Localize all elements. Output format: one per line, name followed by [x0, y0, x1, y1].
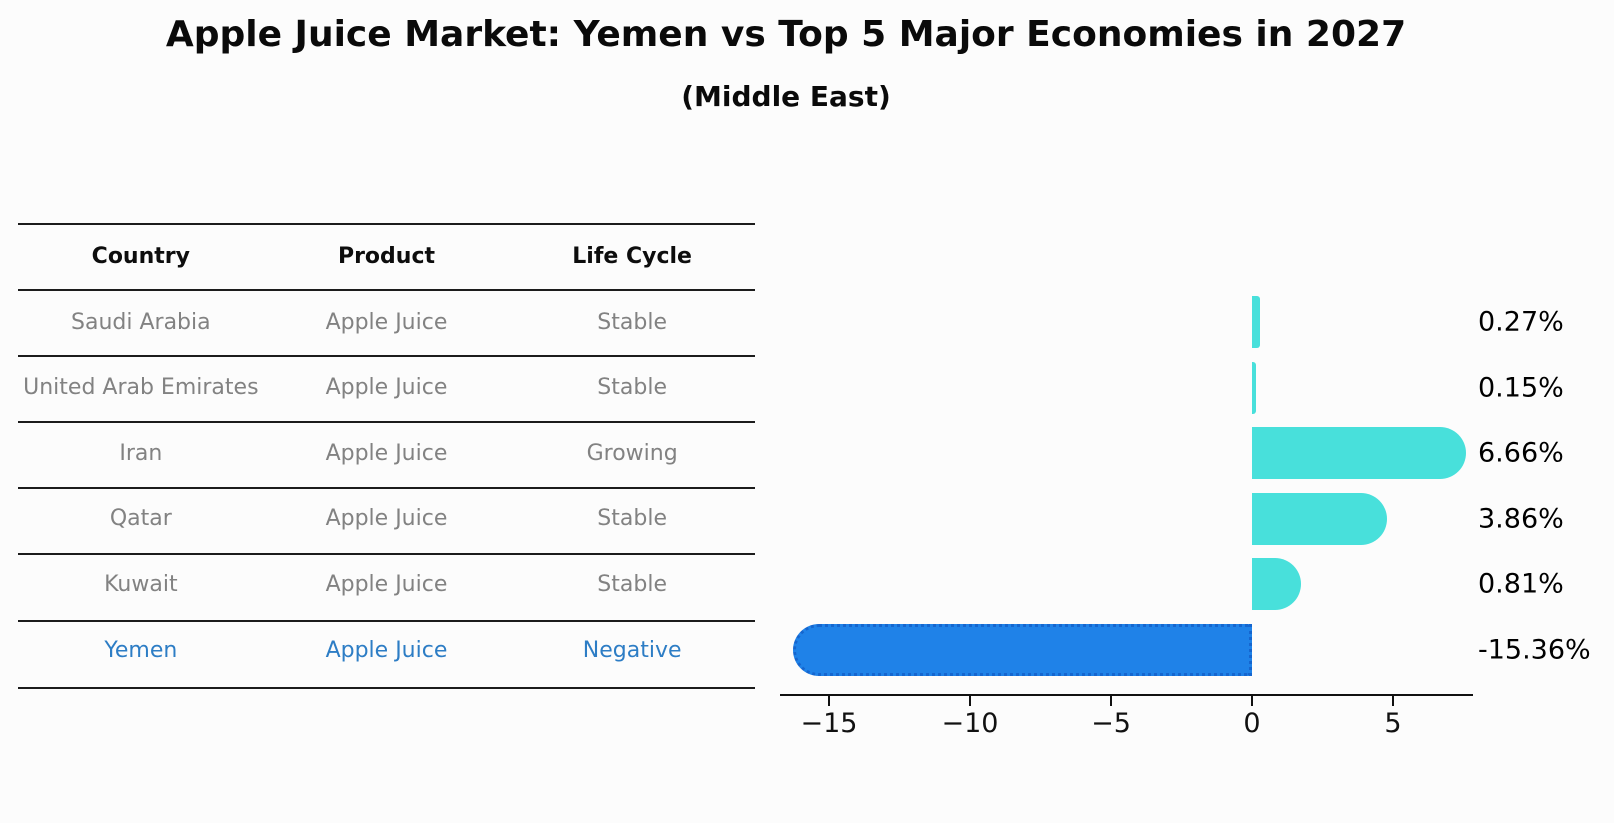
x-tick-label: −5	[1091, 708, 1131, 739]
table-grid-line	[18, 687, 755, 689]
chart-subtitle: (Middle East)	[681, 80, 891, 113]
table-row-iran: Iran Apple Juice Growing	[18, 438, 755, 468]
table-cell-product: Apple Juice	[325, 309, 448, 335]
value-label-saudi-arabia: 0.27%	[1478, 306, 1564, 338]
x-tick-label: 0	[1243, 708, 1261, 739]
table-row-kuwait: Kuwait Apple Juice Stable	[18, 569, 755, 599]
table-cell-country: Iran	[119, 440, 163, 466]
column-header-life-cycle: Life Cycle	[572, 243, 692, 269]
x-tick-mark	[1110, 694, 1112, 706]
table-grid-line	[18, 223, 755, 225]
value-label-qatar: 3.86%	[1478, 503, 1564, 535]
bar-kuwait	[1252, 558, 1301, 611]
table-cell-country: Yemen	[104, 637, 178, 663]
table-cell-product: Apple Juice	[325, 375, 448, 401]
column-header-country: Country	[91, 243, 190, 269]
bar-iran	[1252, 427, 1466, 480]
table-cell-life-cycle: Stable	[597, 571, 667, 597]
table-cell-product: Apple Juice	[325, 440, 448, 466]
x-tick-mark	[969, 694, 971, 706]
value-label-kuwait: 0.81%	[1478, 568, 1564, 600]
table-cell-country: United Arab Emirates	[23, 375, 259, 401]
table-cell-country: Saudi Arabia	[71, 309, 211, 335]
table-grid-line	[18, 553, 755, 555]
column-header-product: Product	[337, 243, 436, 269]
x-tick-label: 5	[1384, 708, 1402, 739]
table-grid-line	[18, 355, 755, 357]
table-cell-country: Kuwait	[104, 571, 178, 597]
bar-united-arab-emirates	[1252, 361, 1257, 414]
bar-qatar	[1252, 492, 1387, 545]
value-label-united-arab-emirates: 0.15%	[1478, 372, 1564, 404]
table-cell-life-cycle: Stable	[597, 309, 667, 335]
table-grid-line	[18, 487, 755, 489]
x-tick-mark	[1251, 694, 1253, 706]
value-label-yemen: -15.36%	[1478, 634, 1591, 666]
table-grid-line	[18, 620, 755, 622]
x-tick-mark	[1392, 694, 1394, 706]
table-grid-line	[18, 289, 755, 291]
table-cell-life-cycle: Negative	[582, 637, 682, 663]
x-axis-line	[780, 694, 1473, 696]
table-cell-product: Apple Juice	[325, 506, 448, 532]
table-row-qatar: Qatar Apple Juice Stable	[18, 504, 755, 534]
table-row-united-arab-emirates: United Arab Emirates Apple Juice Stable	[18, 373, 755, 403]
table-cell-life-cycle: Growing	[586, 440, 678, 466]
table-cell-life-cycle: Stable	[597, 375, 667, 401]
table-row-saudi-arabia: Saudi Arabia Apple Juice Stable	[18, 307, 755, 337]
chart-title: Apple Juice Market: Yemen vs Top 5 Major…	[165, 14, 1407, 55]
x-tick-label: −10	[941, 708, 999, 739]
x-tick-label: −15	[800, 708, 858, 739]
table-cell-life-cycle: Stable	[597, 506, 667, 532]
table-header-row: Country Product Life Cycle	[18, 241, 755, 271]
table-cell-country: Qatar	[109, 506, 172, 532]
table-cell-product: Apple Juice	[325, 571, 448, 597]
x-tick-mark	[828, 694, 830, 706]
value-label-iran: 6.66%	[1478, 437, 1564, 469]
table-row-yemen: Yemen Apple Juice Negative	[18, 635, 755, 665]
table-grid-line	[18, 421, 755, 423]
bar-saudi-arabia	[1252, 296, 1260, 348]
table-cell-product: Apple Juice	[325, 637, 448, 663]
bar-yemen	[792, 624, 1252, 676]
